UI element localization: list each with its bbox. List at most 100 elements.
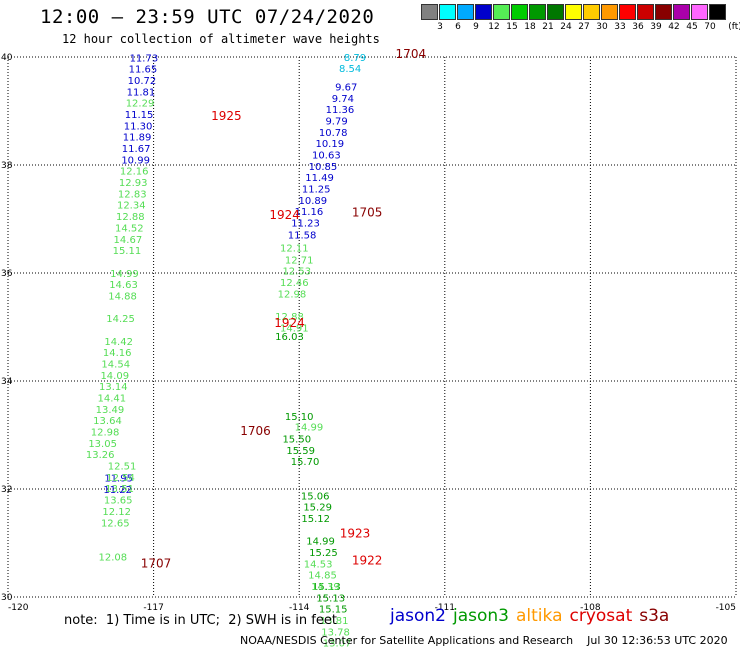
wave-height-value: 13.49 — [96, 405, 125, 416]
wave-height-value: 12.93 — [119, 178, 148, 189]
color-swatch — [565, 4, 582, 20]
color-swatch — [691, 4, 708, 20]
color-swatch-label: 15 — [506, 22, 518, 32]
wave-height-value: 11.23 — [291, 219, 320, 230]
wave-height-value: 11.36 — [326, 105, 355, 116]
color-swatch — [619, 4, 636, 20]
color-swatch — [547, 4, 564, 20]
wave-height-value: 13.14 — [99, 382, 128, 393]
wave-height-value: 14.09 — [100, 371, 129, 382]
wave-height-value: 14.42 — [104, 337, 133, 348]
color-swatch — [511, 4, 528, 20]
wave-height-value: 11.89 — [123, 133, 152, 144]
wave-height-value: 14.88 — [108, 291, 137, 302]
wave-height-value: 11.95 — [104, 473, 133, 484]
wave-height-value: 8.79 — [344, 53, 366, 64]
wave-height-value: 15.25 — [309, 548, 338, 559]
wave-height-value: 12.98 — [278, 289, 307, 300]
color-swatch-label: 70 — [704, 22, 716, 32]
color-swatch-label: 3 — [437, 22, 443, 32]
color-swatch-label: 33 — [614, 22, 626, 32]
wave-height-value: 14.53 — [304, 559, 333, 570]
wave-height-value: 16.03 — [275, 332, 304, 343]
wave-height-value: 14.85 — [308, 571, 337, 582]
wave-height-value: 11.67 — [122, 144, 151, 155]
wave-height-value: 12.88 — [116, 212, 145, 223]
wave-height-value: 12.83 — [118, 189, 147, 200]
y-tick-label: 30 — [1, 593, 13, 603]
color-swatch — [709, 4, 726, 20]
pass-number-label: 1704 — [396, 47, 427, 61]
wave-height-value: 15.29 — [303, 503, 332, 514]
pass-number-label: 1705 — [352, 205, 383, 219]
pass-number-label: 1924 — [269, 208, 300, 222]
y-tick-label: 36 — [1, 269, 13, 279]
wave-height-value: 10.99 — [121, 155, 150, 166]
legend-entry-s3a: s3a — [639, 606, 670, 626]
wave-height-value: 12.51 — [108, 462, 137, 473]
x-tick-label: -111 — [435, 603, 455, 613]
wave-height-value: 15.50 — [282, 435, 311, 446]
wave-height-value: 12.46 — [280, 278, 309, 289]
wave-height-value: 13.26 — [86, 450, 115, 461]
wave-height-value: 10.89 — [298, 196, 327, 207]
legend-entry-cryosat: cryosat — [569, 606, 633, 626]
color-swatch-label: 30 — [596, 22, 608, 32]
wave-height-value: 14.63 — [109, 280, 138, 291]
legend-entry-altika: altika — [516, 606, 563, 626]
color-swatch — [583, 4, 600, 20]
pass-number-label: 1922 — [352, 554, 383, 568]
wave-height-value: 11.58 — [288, 230, 317, 241]
note-text: note: 1) Time is in UTC; 2) SWH is in fe… — [64, 613, 337, 628]
pass-number-label: 1707 — [141, 556, 172, 570]
y-tick-label: 40 — [1, 53, 13, 63]
color-swatch — [439, 4, 456, 20]
wave-height-value: 15.70 — [291, 457, 320, 468]
color-swatch — [673, 4, 690, 20]
wave-height-value: 11.16 — [295, 207, 324, 218]
wave-height-value: 13.81 — [320, 616, 349, 627]
wave-height-value: 14.52 — [115, 223, 144, 234]
wave-height-value: 14.99 — [110, 269, 139, 280]
wave-height-value: 13.78 — [321, 627, 350, 638]
x-tick-label: -114 — [289, 603, 310, 613]
wave-height-value: 15.11 — [113, 246, 142, 257]
color-swatch — [601, 4, 618, 20]
color-swatch — [493, 4, 510, 20]
wave-height-value: 9.67 — [335, 82, 357, 93]
color-swatch-label: 24 — [560, 22, 572, 32]
color-swatch-label: 6 — [455, 22, 461, 32]
pass-number-label: 1706 — [240, 424, 271, 438]
legend-entry-jason2: jason2 — [390, 606, 446, 626]
color-swatch — [475, 4, 492, 20]
wave-height-value: 15.12 — [301, 514, 330, 525]
y-tick-label: 34 — [1, 377, 13, 387]
wave-height-value: 14.25 — [106, 314, 135, 325]
wave-height-value: 13.07 — [323, 639, 352, 650]
wave-height-value: 10.19 — [315, 139, 344, 150]
wave-height-value: 14.99 — [306, 537, 335, 548]
wave-height-value: 8.54 — [339, 64, 361, 75]
wave-height-value: 14.41 — [98, 394, 127, 405]
x-tick-label: -117 — [143, 603, 163, 613]
pass-number-label: 1924 — [274, 316, 305, 330]
wave-height-value: 10.72 — [128, 76, 157, 87]
wave-height-value: 14.67 — [114, 235, 143, 246]
wave-height-value: 12.12 — [102, 507, 131, 518]
wave-height-value: 12.08 — [99, 552, 128, 563]
wave-height-value: 13.65 — [104, 496, 133, 507]
wave-height-value: 11.65 — [129, 65, 158, 76]
color-swatch — [655, 4, 672, 20]
wave-height-value: 11.81 — [127, 87, 156, 98]
wave-height-value: 12.34 — [117, 201, 146, 212]
color-swatch-label: 36 — [632, 22, 644, 32]
wave-height-value: 12.71 — [285, 255, 314, 266]
color-swatch — [457, 4, 474, 20]
wave-height-value: 14.91 — [280, 323, 309, 334]
wave-height-value: 12.53 — [282, 267, 311, 278]
wave-height-value: 13.64 — [93, 416, 122, 427]
x-tick-label: -120 — [8, 603, 29, 613]
wave-height-value: 12.16 — [120, 167, 149, 178]
color-swatch — [529, 4, 546, 20]
